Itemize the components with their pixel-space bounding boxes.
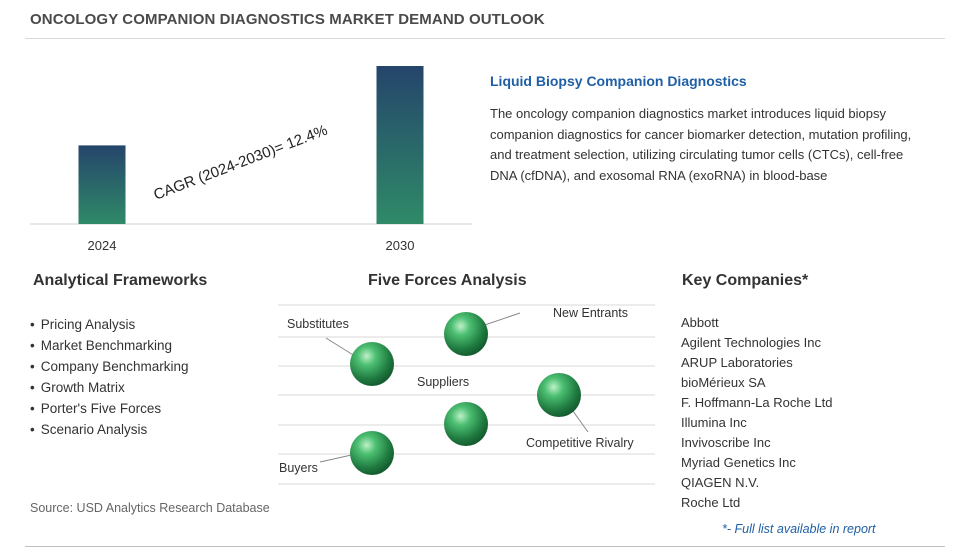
list-item: Myriad Genetics Inc	[681, 455, 796, 470]
cagr-annotation: CAGR (2024-2030)= 12.4%	[151, 122, 330, 204]
x-tick-label: 2024	[88, 238, 117, 253]
list-item: ARUP Laboratories	[681, 355, 793, 370]
list-item: Scenario Analysis	[30, 419, 189, 440]
list-item: Growth Matrix	[30, 377, 189, 398]
bottom-divider	[25, 546, 945, 547]
list-item: F. Hoffmann-La Roche Ltd	[681, 395, 833, 410]
sphere-buyers	[350, 431, 394, 475]
list-item: Abbott	[681, 315, 719, 330]
analytical-frameworks-title: Analytical Frameworks	[33, 272, 208, 289]
bar-2024	[78, 145, 126, 224]
bar-2030	[376, 66, 424, 224]
analytical-frameworks-list: Pricing Analysis Market Benchmarking Com…	[30, 314, 189, 440]
list-item: Illumina Inc	[681, 415, 747, 430]
label-new-entrants: New Entrants	[553, 306, 628, 320]
full-list-note: *- Full list available in report	[722, 522, 876, 536]
list-item: Invivoscribe Inc	[681, 435, 771, 450]
liquid-biopsy-title: Liquid Biopsy Companion Diagnostics	[490, 73, 747, 89]
list-item: QIAGEN N.V.	[681, 475, 760, 490]
label-substitutes: Substitutes	[287, 317, 349, 331]
list-item: Company Benchmarking	[30, 356, 189, 377]
label-competitive-rivalry: Competitive Rivalry	[526, 436, 634, 450]
list-item: bioMérieux SA	[681, 375, 766, 390]
list-item: Porter's Five Forces	[30, 398, 189, 419]
list-item: Roche Ltd	[681, 495, 741, 510]
five-forces-title: Five Forces Analysis	[368, 272, 527, 289]
five-forces-diagram: Substitutes New Entrants Suppliers Compe…	[278, 304, 655, 485]
key-companies-list: Abbott Agilent Technologies Inc ARUP Lab…	[681, 313, 833, 513]
page-title: ONCOLOGY COMPANION DIAGNOSTICS MARKET DE…	[30, 11, 545, 28]
list-item: Agilent Technologies Inc	[681, 335, 821, 350]
list-item: Market Benchmarking	[30, 335, 189, 356]
connector-buyers	[319, 453, 357, 463]
sphere-substitutes	[350, 342, 394, 386]
sphere-new-entrants	[444, 312, 488, 356]
list-item: Pricing Analysis	[30, 314, 189, 335]
label-suppliers: Suppliers	[417, 375, 469, 389]
liquid-biopsy-text: The oncology companion diagnostics marke…	[490, 106, 912, 183]
key-companies-title: Key Companies*	[682, 272, 809, 289]
x-tick-label: 2030	[386, 238, 415, 253]
label-buyers: Buyers	[279, 461, 318, 475]
top-divider	[25, 38, 945, 39]
sphere-suppliers	[444, 402, 488, 446]
sphere-competitive-rivalry	[537, 373, 581, 417]
source-note: Source: USD Analytics Research Database	[30, 501, 270, 515]
